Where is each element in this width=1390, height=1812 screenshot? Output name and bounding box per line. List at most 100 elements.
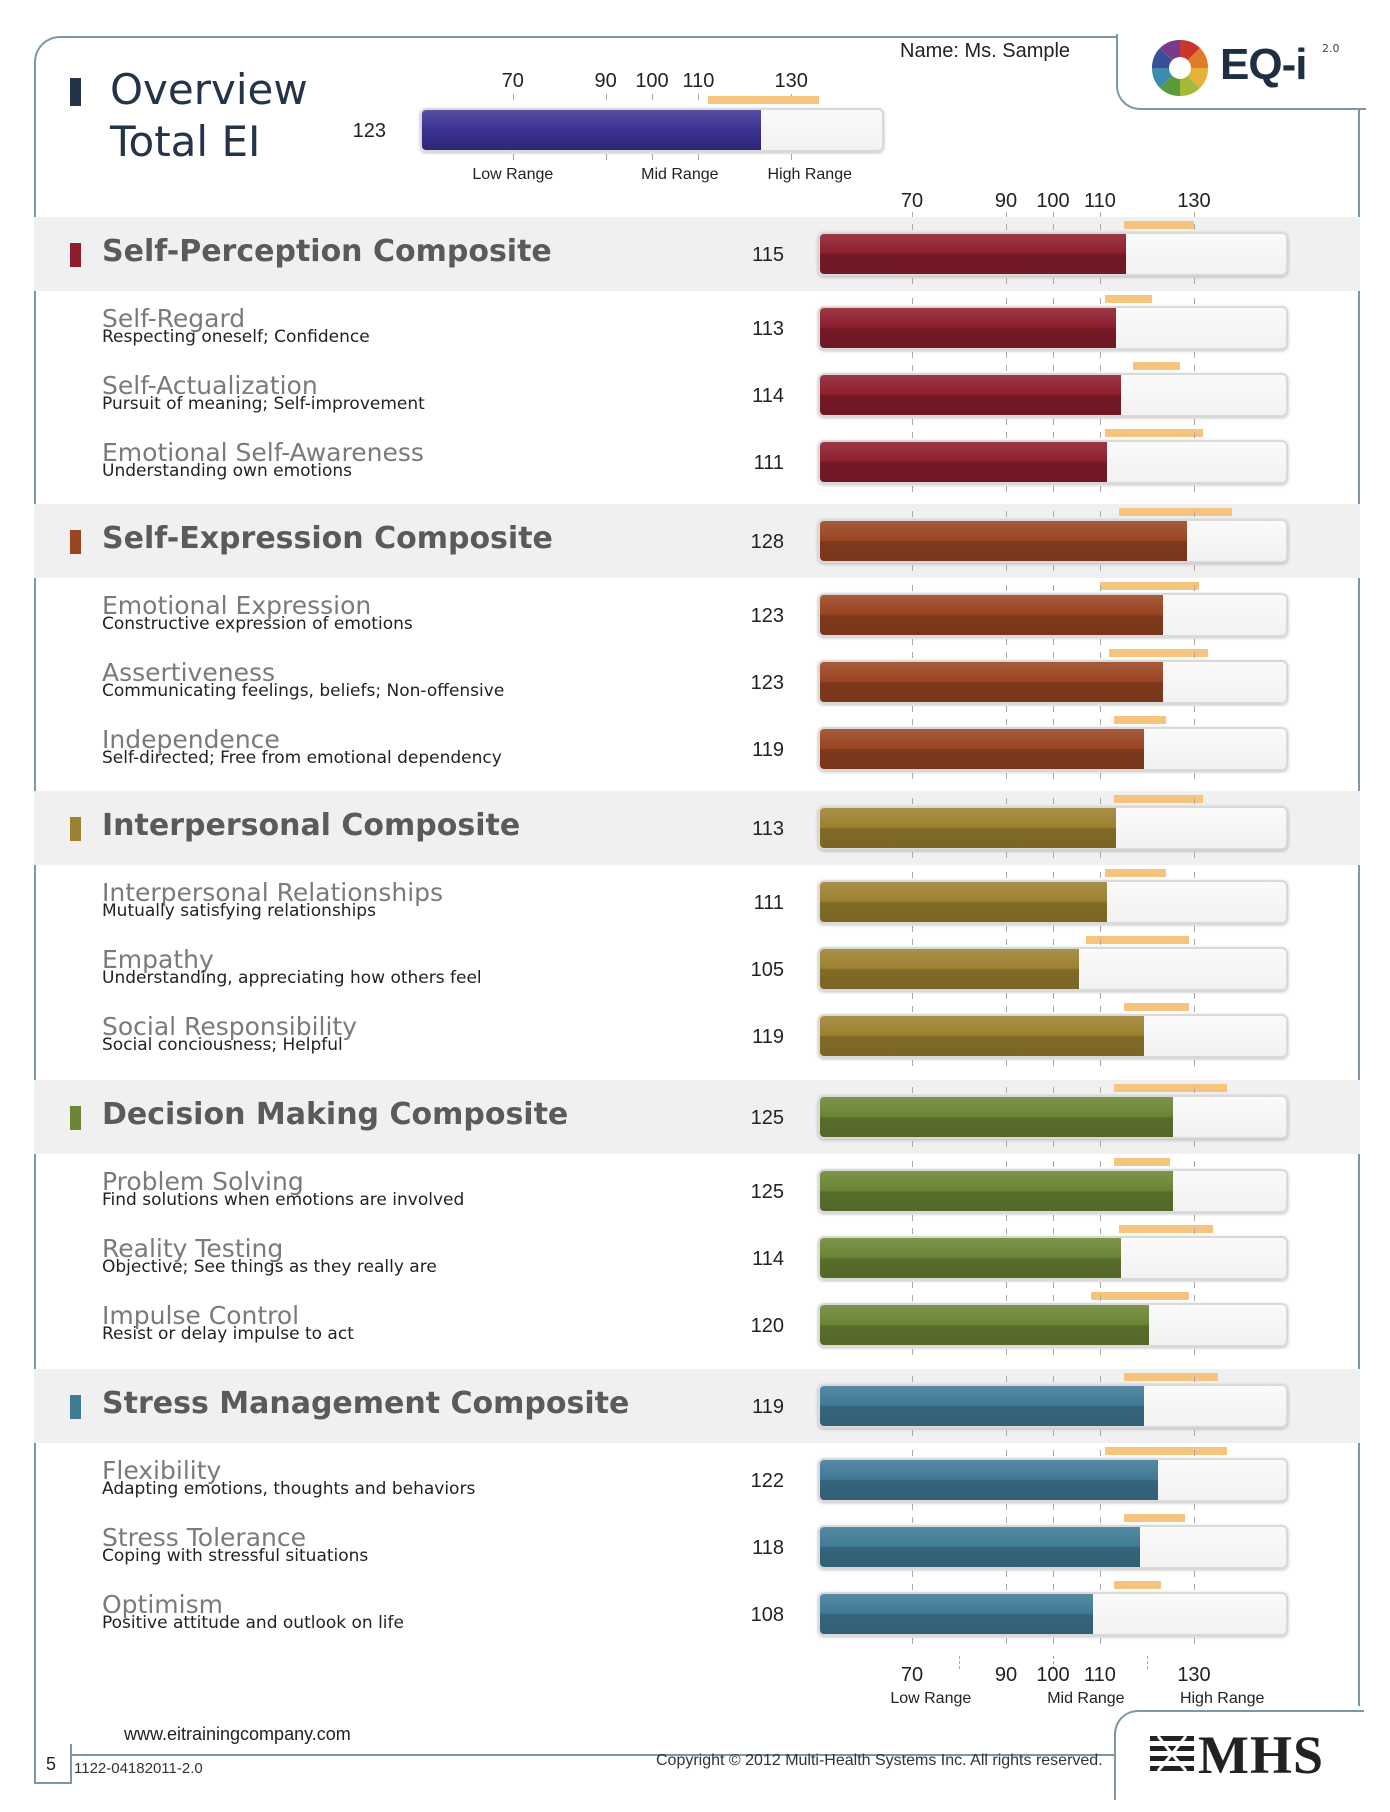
- subscale-tick-bottom: [1194, 706, 1195, 712]
- composite-tick-bottom: [1053, 565, 1054, 571]
- subscale-tick-top: [1194, 872, 1195, 878]
- subscale-score: 114: [752, 1248, 784, 1270]
- overview-scale-tick-bottom: [652, 154, 653, 160]
- subscale-tick-bottom: [1006, 419, 1007, 425]
- subscale-tick-bottom: [1006, 1349, 1007, 1355]
- subscale-score: 119: [752, 739, 784, 761]
- subscale-tick-top: [912, 365, 913, 371]
- composite-score: 128: [750, 531, 784, 553]
- composite-tick-top: [1053, 1376, 1054, 1382]
- composite-tick-top: [1053, 511, 1054, 517]
- composite-tick-bottom: [1053, 852, 1054, 858]
- subscale-bar-fill: [820, 375, 1121, 415]
- subscale-tick-bottom: [1053, 706, 1054, 712]
- subscale-tick-top: [1100, 939, 1101, 945]
- overview-title-line2: Total EI: [110, 117, 261, 166]
- subscale-tick-top: [912, 872, 913, 878]
- overview-scale-tick: [605, 94, 607, 100]
- subscale-tick-bottom: [1006, 1060, 1007, 1066]
- subscale-description: Mutually satisfying relationships: [102, 901, 376, 921]
- composite-tick-top: [912, 798, 913, 804]
- subscale-tick-top: [1006, 585, 1007, 591]
- subscale-bar-track: [818, 660, 1288, 704]
- composite-tick-top: [1194, 224, 1195, 230]
- composite-tick-bottom: [1100, 1430, 1101, 1436]
- overview-range-label: High Range: [767, 166, 853, 183]
- copyright: Copyright © 2012 Multi-Health Systems In…: [656, 1752, 1103, 1769]
- subscale-tick-top: [1053, 298, 1054, 304]
- composite-tick-top: [1100, 511, 1101, 517]
- subscale-bar-fill: [820, 729, 1145, 769]
- subscale-bar-track: [818, 1592, 1288, 1636]
- respondent-name: Name: Ms. Sample: [900, 40, 1071, 62]
- subscale-description: Understanding own emotions: [102, 461, 352, 481]
- subscale-confidence-band: [1090, 1292, 1190, 1300]
- scale-dotted-marker: [1147, 1656, 1148, 1659]
- subscale-tick-bottom: [1100, 419, 1101, 425]
- scale-dotted-marker: [1053, 1666, 1054, 1669]
- subscale-tick-top: [1006, 652, 1007, 658]
- subscale-confidence-band: [1114, 716, 1166, 724]
- subscale-tick-top: [1006, 1517, 1007, 1523]
- subscale-tick-bottom: [1100, 486, 1101, 492]
- subscale-tick-bottom: [1006, 1215, 1007, 1221]
- subscale-score: 122: [750, 1470, 784, 1492]
- subscale-bar-track: [818, 1014, 1288, 1058]
- subscale-description: Understanding, appreciating how others f…: [102, 968, 482, 988]
- subscale-tick-top: [1194, 719, 1195, 725]
- scale-bottom-tick-label: 70: [900, 1664, 924, 1686]
- composite-marker: [70, 1106, 81, 1130]
- subscale-tick-bottom: [1053, 993, 1054, 999]
- subscale-tick-top: [1006, 365, 1007, 371]
- subscale-tick-top: [1006, 1450, 1007, 1456]
- subscale-score: 111: [753, 892, 784, 914]
- subscale-tick-bottom: [1053, 773, 1054, 779]
- composite-tick-bottom: [1100, 1141, 1101, 1147]
- composite-tick-top: [1194, 798, 1195, 804]
- subscale-title: Problem Solving: [102, 1167, 304, 1196]
- subscale-confidence-band: [1100, 582, 1199, 590]
- subscale-confidence-band: [1132, 362, 1180, 370]
- subscale-bar-track: [818, 306, 1288, 350]
- composite-marker: [70, 817, 81, 841]
- publisher-panel: [1114, 1710, 1364, 1800]
- composite-tick-bottom: [1006, 852, 1007, 858]
- overview-scale-tick-bottom: [605, 154, 607, 160]
- composite-tick-top: [1006, 224, 1007, 230]
- subscale-tick-bottom: [1006, 993, 1007, 999]
- subscale-title: Impulse Control: [102, 1301, 300, 1330]
- subscale-tick-top: [1053, 432, 1054, 438]
- subscale-tick-bottom: [1006, 486, 1007, 492]
- subscale-score: 125: [750, 1181, 784, 1203]
- subscale-tick-bottom: [1194, 1060, 1195, 1066]
- subscale-description: Adapting emotions, thoughts and behavior…: [102, 1479, 476, 1499]
- subscale-tick-bottom: [1006, 926, 1007, 932]
- scale-dotted-marker: [1147, 1661, 1148, 1664]
- composite-tick-bottom: [1006, 1141, 1007, 1147]
- composite-tick-bottom: [912, 278, 913, 284]
- subscale-tick-bottom: [1194, 639, 1195, 645]
- subscale-description: Communicating feelings, beliefs; Non-off…: [102, 681, 505, 701]
- composite-bar-track: [818, 1095, 1288, 1139]
- subscale-tick-top: [1053, 585, 1054, 591]
- scale-bottom-range-label: Low Range: [890, 1690, 972, 1707]
- subscale-bar-fill: [820, 308, 1117, 348]
- subscale-tick-top: [1194, 1161, 1195, 1167]
- subscale-bar-track: [818, 1236, 1288, 1280]
- subscale-bar-fill: [820, 442, 1107, 482]
- subscale-confidence-band: [1104, 1447, 1227, 1455]
- footer-url[interactable]: www.eitrainingcompany.com: [124, 1724, 351, 1744]
- subscale-description: Coping with stressful situations: [102, 1546, 369, 1566]
- subscale-tick-bottom: [1100, 773, 1101, 779]
- subscale-tick-bottom: [912, 993, 913, 999]
- subscale-tick-top: [1006, 719, 1007, 725]
- overview-title: Overview Total EI: [110, 64, 308, 168]
- subscale-tick-bottom: [1100, 993, 1101, 999]
- subscale-tick-bottom: [912, 1638, 913, 1644]
- mhs-logo-icon: [1150, 1734, 1194, 1778]
- subscale-tick-bottom: [912, 1060, 913, 1066]
- composite-tick-bottom: [912, 565, 913, 571]
- composite-tick-bottom: [1194, 852, 1195, 858]
- subscale-tick-top: [1100, 652, 1101, 658]
- subscale-tick-top: [912, 1228, 913, 1234]
